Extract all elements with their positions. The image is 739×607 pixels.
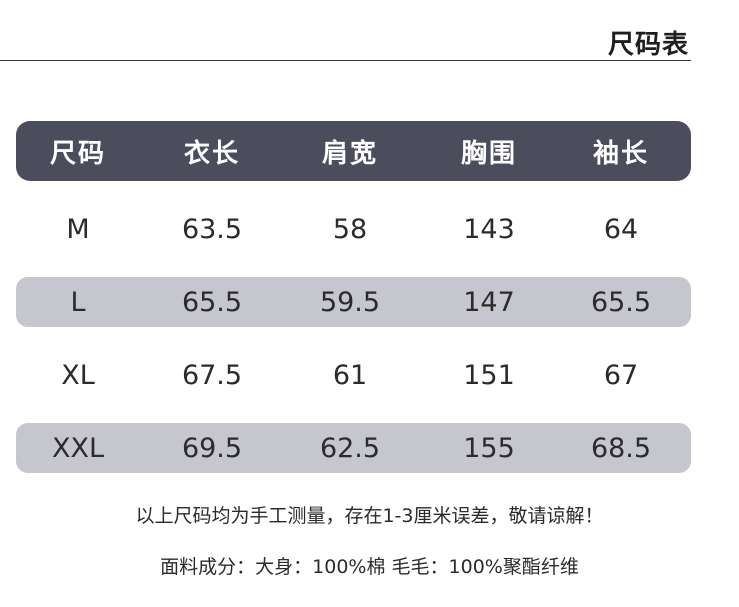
chest-cell: 143: [463, 213, 515, 245]
size-table: 尺码 衣长 肩宽 胸围 袖长 M 63.5 58 143 64 L 65.5 5…: [16, 121, 691, 473]
size-cell: L: [70, 286, 86, 318]
chest-cell: 155: [463, 432, 515, 464]
shoulder-cell: 61: [332, 359, 368, 391]
shoulder-cell: 62.5: [319, 432, 381, 464]
table-row: XXL 69.5 62.5 155 68.5: [16, 423, 691, 473]
shoulder-cell: 58: [332, 213, 368, 245]
table-row: M 63.5 58 143 64: [16, 204, 691, 254]
sleeve-cell: 67: [603, 359, 639, 391]
sleeve-cell: 64: [603, 213, 639, 245]
table-row: L 65.5 59.5 147 65.5: [16, 277, 691, 327]
size-cell: M: [66, 213, 90, 245]
table-header-row: 尺码 衣长 肩宽 胸围 袖长: [16, 121, 691, 181]
table-row: XL 67.5 61 151 67: [16, 350, 691, 400]
shoulder-cell: 59.5: [319, 286, 381, 318]
measurement-note: 以上尺码均为手工测量，存在1-3厘米误差，敬请谅解！: [135, 505, 604, 527]
title-divider: [0, 60, 691, 61]
material-note: 面料成分：大身：100%棉 毛毛：100%聚酯纤维: [160, 556, 579, 578]
page-title: 尺码表: [607, 30, 689, 60]
length-cell: 63.5: [181, 213, 243, 245]
chest-cell: 147: [463, 286, 515, 318]
size-cell: XXL: [51, 432, 105, 464]
length-cell: 69.5: [181, 432, 243, 464]
header-sleeve: 袖长: [592, 138, 650, 169]
header-shoulder: 肩宽: [321, 138, 379, 169]
length-cell: 65.5: [181, 286, 243, 318]
sleeve-cell: 68.5: [590, 432, 652, 464]
header-length: 衣长: [183, 138, 241, 169]
chest-cell: 151: [463, 359, 515, 391]
length-cell: 67.5: [181, 359, 243, 391]
size-cell: XL: [61, 359, 95, 391]
sleeve-cell: 65.5: [590, 286, 652, 318]
header-chest: 胸围: [460, 138, 518, 169]
header-size: 尺码: [49, 138, 107, 169]
